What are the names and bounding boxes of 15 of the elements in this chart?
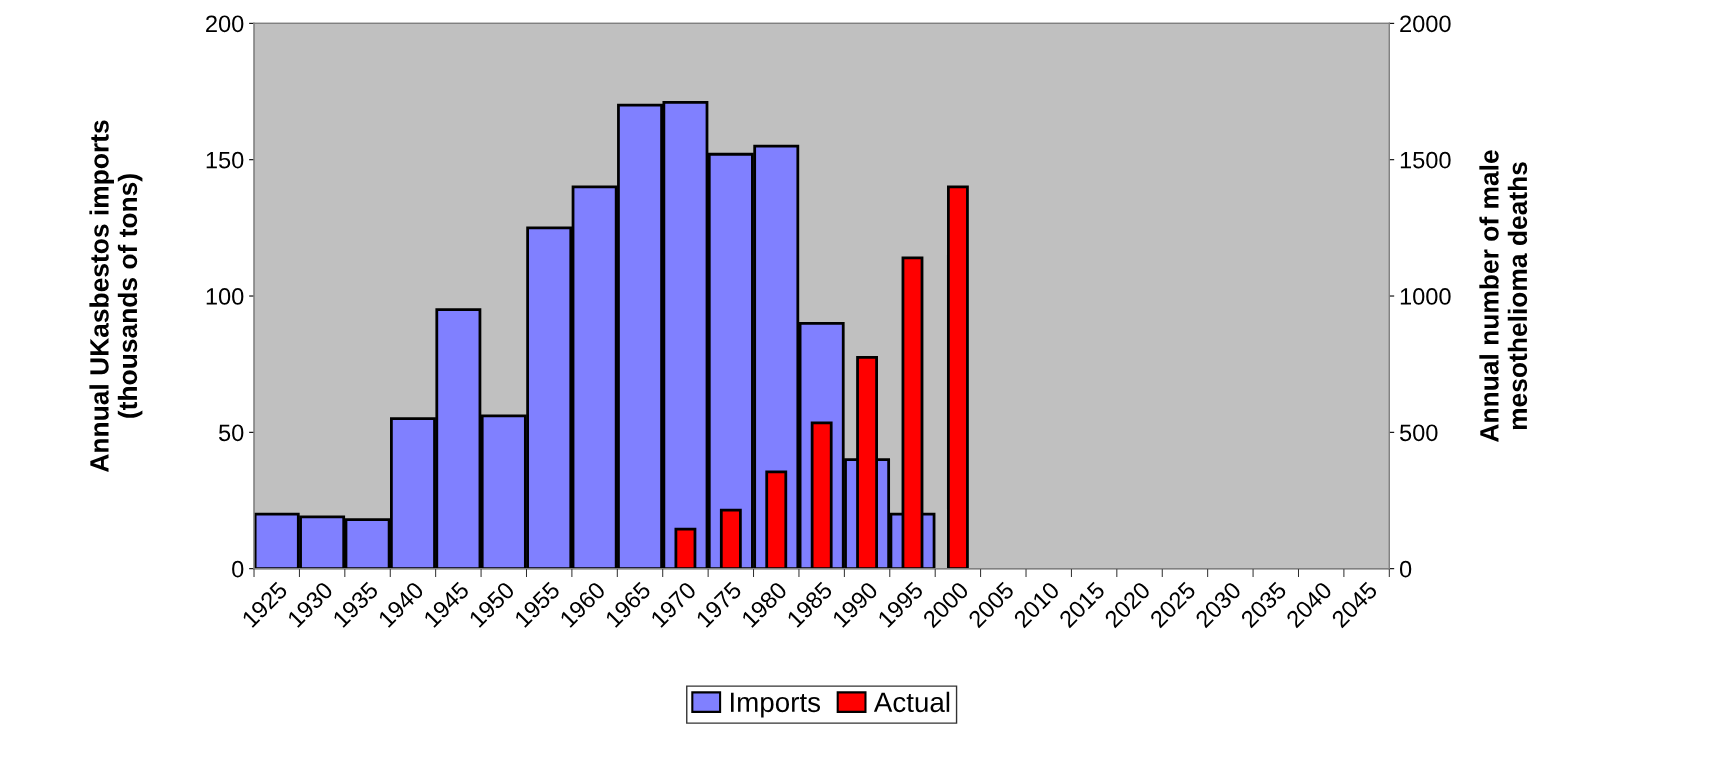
y-axis-title: Annual UKasbestos imports (thousands of tons): [89, 120, 143, 473]
legend-label: Actual: [873, 691, 950, 713]
y-tick-label: 0: [232, 560, 244, 578]
y-tick-label: 200: [206, 15, 244, 33]
y-tick-label: 50: [218, 424, 244, 442]
y2-tick-label: 1000: [1400, 288, 1451, 305]
y-tick-label: 100: [206, 288, 244, 305]
bar: [946, 185, 969, 569]
legend-label: Imports: [730, 692, 821, 718]
y2-tick-label: 500: [1399, 424, 1438, 442]
y2-axis-title: Annual number of male mesothelioma deaths: [1479, 150, 1528, 442]
y2-tick-label: 1500: [1400, 151, 1451, 169]
y2-tick-label: 0: [1399, 560, 1412, 578]
y2-tick-label: 2000: [1400, 15, 1451, 33]
y-tick-label: 150: [206, 151, 244, 169]
